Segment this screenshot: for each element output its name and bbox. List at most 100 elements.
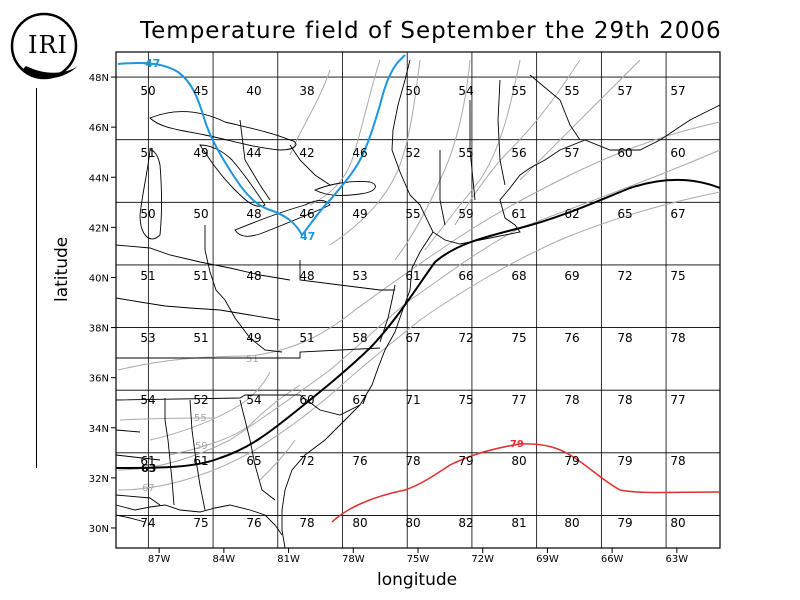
- temperature-value: 50: [193, 207, 208, 221]
- lake-superior-outline: [149, 111, 297, 151]
- temperature-value: 78: [617, 331, 632, 345]
- temperature-value: 76: [352, 454, 367, 468]
- temperature-value: 61: [193, 454, 208, 468]
- temperature-value: 80: [352, 516, 367, 530]
- temperature-value: 67: [670, 207, 685, 221]
- temperature-value: 52: [193, 393, 208, 407]
- temperature-value: 57: [564, 146, 579, 160]
- chart-title: Temperature field of September the 29th …: [140, 18, 722, 44]
- temperature-value: 38: [299, 84, 314, 98]
- x-tick-label: 75W: [407, 554, 430, 565]
- temperature-value: 55: [564, 84, 579, 98]
- border: [239, 119, 271, 201]
- temperature-value: 57: [670, 84, 685, 98]
- temperature-value: 78: [670, 454, 685, 468]
- isotherm-gray: [309, 59, 381, 206]
- atlantic-coast: [391, 59, 721, 245]
- temperature-value: 68: [511, 269, 526, 283]
- temperature-value: 52: [405, 146, 420, 160]
- border: [439, 150, 446, 226]
- temperature-value: 79: [617, 516, 632, 530]
- isotherm-gray: [259, 439, 296, 481]
- temperature-value: 79: [564, 454, 579, 468]
- atlantic-coast-south: [281, 231, 434, 549]
- isotherm-label: 59: [195, 441, 208, 452]
- temperature-value: 59: [458, 207, 473, 221]
- temperature-value: 76: [564, 331, 579, 345]
- y-tick-label: 32N: [89, 474, 109, 485]
- temperature-value: 67: [352, 393, 367, 407]
- temperature-value: 78: [299, 516, 314, 530]
- temperature-value: 51: [299, 331, 314, 345]
- temperature-value: 49: [246, 331, 261, 345]
- temperature-value: 42: [299, 146, 314, 160]
- temperature-value: 61: [140, 454, 155, 468]
- x-tick-label: 72W: [471, 554, 494, 565]
- temperature-value: 80: [670, 516, 685, 530]
- lake-erie-outline: [234, 200, 331, 237]
- temperature-value: 60: [299, 393, 314, 407]
- temperature-value: 51: [140, 146, 155, 160]
- temperature-value: 54: [246, 393, 261, 407]
- isotherm-gray: [424, 59, 521, 251]
- temperature-value: 48: [299, 269, 314, 283]
- y-tick-label: 34N: [89, 424, 109, 435]
- temperature-value: 46: [299, 207, 314, 221]
- isotherm-63-label: 63: [141, 462, 156, 475]
- temperature-value: 44: [246, 146, 261, 160]
- border: [115, 297, 281, 321]
- isotherm-47: [117, 54, 406, 237]
- temperature-value: 48: [246, 269, 261, 283]
- temperature-value: 78: [564, 393, 579, 407]
- border: [239, 399, 276, 501]
- temperature-value: 46: [352, 146, 367, 160]
- border: [115, 514, 146, 523]
- temperature-value: 81: [511, 516, 526, 530]
- temperature-value: 71: [405, 393, 420, 407]
- temperature-value: 79: [617, 454, 632, 468]
- lake-ontario-outline: [313, 181, 376, 196]
- isotherm-47-label: 47: [300, 230, 315, 243]
- border: [189, 399, 206, 511]
- isotherm-79: [331, 443, 721, 523]
- y-tick-label: 42N: [89, 223, 109, 234]
- lake-huron-outline: [199, 144, 266, 207]
- temperature-value: 79: [458, 454, 473, 468]
- temperature-value: 45: [193, 84, 208, 98]
- gulf-coast: [115, 504, 283, 536]
- temperature-value: 75: [193, 516, 208, 530]
- temperature-value: 72: [299, 454, 314, 468]
- temperature-value: 82: [458, 516, 473, 530]
- isotherm-gray: [117, 191, 721, 491]
- temperature-value: 51: [140, 269, 155, 283]
- x-axis-label: longitude: [377, 570, 458, 590]
- isotherm-label: 55: [194, 413, 207, 424]
- temperature-value: 55: [405, 207, 420, 221]
- temperature-value: 40: [246, 84, 261, 98]
- isotherm-label: 67: [142, 483, 155, 494]
- isotherm-gray: [454, 59, 581, 226]
- border: [115, 429, 141, 433]
- temperature-value: 65: [246, 454, 261, 468]
- temperature-value: 75: [511, 331, 526, 345]
- isotherm-gray: [119, 417, 216, 421]
- y-tick-label: 40N: [89, 273, 109, 284]
- border: [115, 454, 161, 461]
- border: [529, 74, 581, 141]
- y-tick-label: 36N: [89, 374, 109, 385]
- temperature-value: 67: [405, 331, 420, 345]
- temperature-values: 50 45 40 38 50 54 55 55 57 57 51 49 44 42 46 52 55 56 57 60…: [140, 84, 685, 530]
- temperature-value: 53: [352, 269, 367, 283]
- isotherm-gray: [149, 371, 271, 441]
- temperature-value: 69: [564, 269, 579, 283]
- temperature-value: 76: [246, 516, 261, 530]
- x-tick-label: 81W: [277, 554, 300, 565]
- temperature-value: 60: [617, 146, 632, 160]
- temperature-value: 51: [193, 331, 208, 345]
- temperature-value: 50: [140, 84, 155, 98]
- temperature-value: 62: [564, 207, 579, 221]
- isotherm-labels-gray: 51 55 59 67: [142, 354, 259, 494]
- isotherm-47-label: 47: [145, 57, 160, 70]
- border: [164, 398, 175, 506]
- temperature-value: 78: [670, 331, 685, 345]
